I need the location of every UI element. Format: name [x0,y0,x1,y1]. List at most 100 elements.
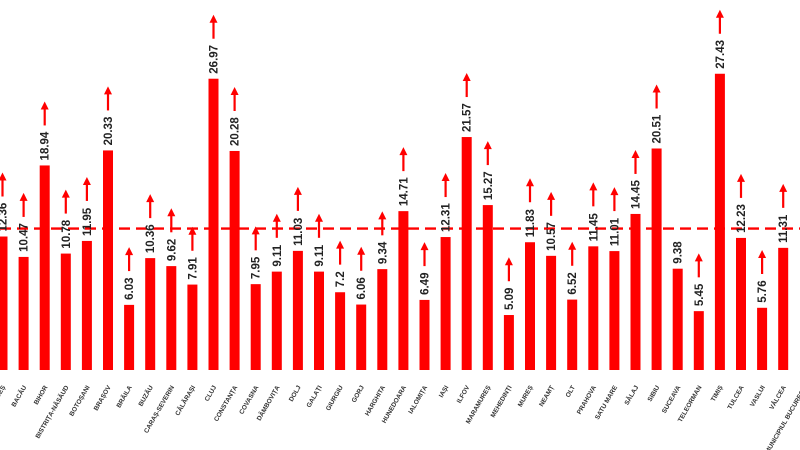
category-label: GORJ [351,384,366,404]
category-label: OLT [565,384,577,398]
bar [292,250,303,370]
bar [271,271,282,370]
trend-arrow [104,86,112,111]
value-labels-layer: 12.36 10.47 18.94 10.78 11.95 20.33 6.03 10.36 9… [0,40,790,310]
bar [609,251,620,370]
trend-arrow [357,246,366,271]
value-label: 7.91 [187,257,199,280]
bar [229,150,240,370]
bar [314,271,324,370]
bar [503,315,514,370]
value-label: 5.09 [504,288,516,310]
bar [18,256,29,370]
trend-arrow [19,192,28,217]
category-label: GIURGIU [325,384,345,412]
trend-arrow [610,187,619,212]
category-label: CONSTANȚA [213,384,239,423]
bar [208,78,219,370]
bar [103,150,113,370]
bar [166,266,177,370]
bar [145,258,156,370]
trend-arrow [758,249,767,274]
trend-arrow [462,73,471,98]
value-label: 9.11 [314,244,326,266]
trend-arrow [40,101,49,126]
category-label: BRĂILA [114,383,134,409]
value-label: 20.51 [652,114,664,143]
bar [778,247,789,370]
arrows-layer [0,9,788,282]
bar [525,242,535,370]
bar [124,304,135,370]
bar [250,284,261,370]
bar [757,307,768,370]
trend-arrow [526,178,534,203]
category-label: BACĂU [9,383,29,408]
category-label: BRAȘOV [93,384,113,412]
value-label: 6.03 [124,277,136,299]
bar [630,213,641,370]
value-label: 12.23 [736,204,748,233]
trend-arrow [378,211,387,236]
trend-arrow [61,189,70,214]
category-label: GALAȚI [306,384,324,409]
trend-arrow [589,182,598,207]
trend-arrow [483,141,492,166]
value-label: 21.57 [462,103,474,132]
bars-layer [0,73,789,371]
bar [672,268,683,370]
category-label: IAȘI [438,384,450,399]
trend-arrow [336,240,345,265]
category-label: VASLUI [749,384,767,408]
value-label: 27.43 [715,40,727,69]
value-label: 10.47 [19,223,31,252]
value-label: 10.36 [145,224,157,253]
value-label: 11.03 [293,218,305,246]
bar [39,165,50,370]
value-label: 20.33 [103,117,115,146]
category-label: SATU MARE [594,384,619,421]
value-label: 6.49 [420,273,432,295]
value-label: 7.95 [251,256,263,279]
bar [81,240,92,370]
category-label: DOLJ [288,384,303,403]
category-label: TIMIȘ [710,384,725,403]
bar [419,299,430,370]
trend-arrow [293,186,302,211]
category-label: MUREȘ [517,384,535,408]
value-label: 11.83 [525,209,537,237]
bar [693,311,704,370]
category-label: NEAMȚ [538,384,556,408]
value-label: 10.57 [546,222,558,251]
category-label: COVASNA [238,384,260,415]
value-label: 9.62 [166,239,178,261]
bar [0,236,8,370]
category-label: PRAHOVA [576,384,598,415]
trend-arrow [652,84,661,109]
category-label: CLUJ [204,384,219,403]
trend-arrow [82,176,91,201]
value-label: 26.97 [209,45,221,74]
category-label: TULCEA [726,384,745,411]
value-label: 9.34 [377,241,389,264]
trend-arrow [399,147,408,172]
trend-arrow [779,183,788,208]
trend-arrow [504,257,513,282]
bar [440,237,451,370]
bar [714,73,725,371]
bar [651,148,662,370]
value-label: 11.01 [609,217,621,246]
value-label: 10.78 [61,219,73,248]
category-label: IALOMIȚA [407,384,429,415]
bar [398,211,409,370]
value-label: 12.31 [441,203,453,232]
category-label: ILFOV [456,384,472,405]
category-label: ARGEȘ [0,384,8,408]
bar [546,255,557,370]
category-label: CĂLĂRAȘI [173,383,198,417]
trend-arrow [715,9,724,34]
trend-arrow [547,191,556,216]
bar [482,205,493,370]
